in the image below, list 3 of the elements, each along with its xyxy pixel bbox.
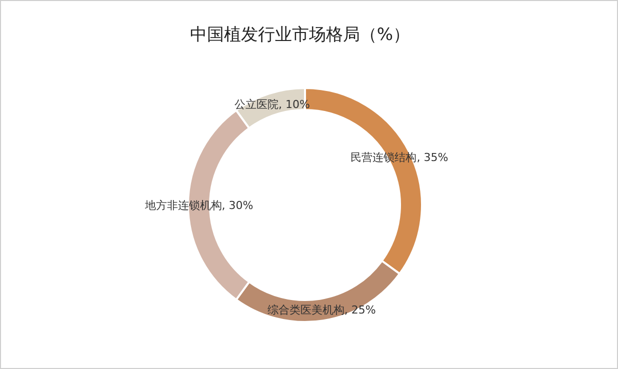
chart-title: 中国植发行业市场格局（%） bbox=[190, 25, 410, 45]
slice-label: 地方非连锁机构, 30% bbox=[144, 199, 254, 212]
slice-label: 综合类医美机构, 25% bbox=[267, 304, 376, 317]
